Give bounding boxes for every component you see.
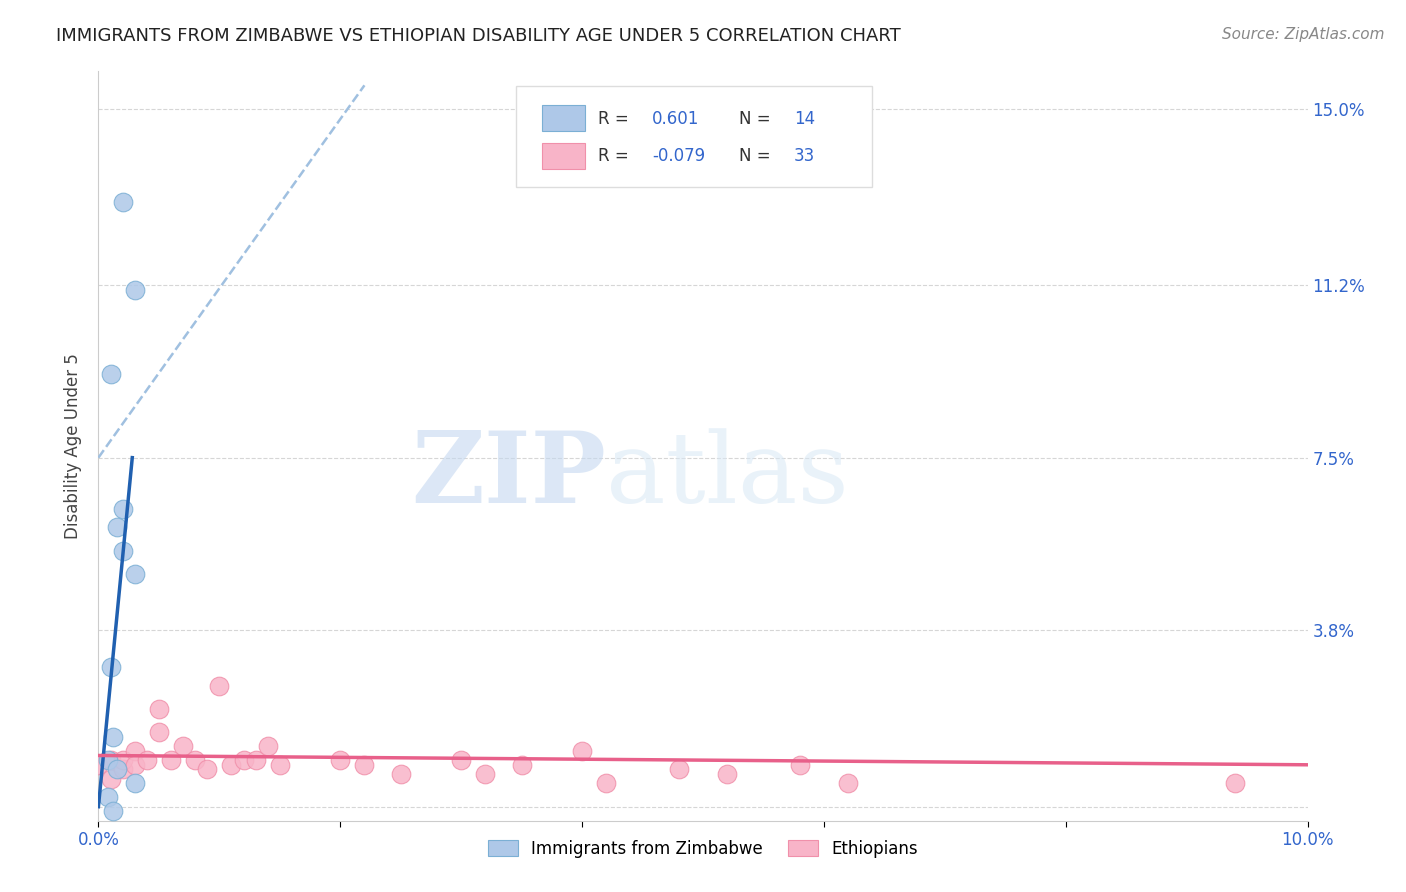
Point bbox=[124, 776, 146, 790]
Point bbox=[269, 757, 291, 772]
Point bbox=[172, 739, 194, 754]
Point bbox=[256, 739, 278, 754]
Point bbox=[510, 757, 533, 772]
Point bbox=[716, 767, 738, 781]
Point bbox=[837, 776, 859, 790]
Point bbox=[111, 194, 134, 209]
Point bbox=[111, 543, 134, 558]
Point bbox=[195, 763, 218, 777]
Point bbox=[101, 805, 124, 819]
Text: N =: N = bbox=[740, 110, 776, 128]
Point bbox=[329, 753, 352, 767]
FancyBboxPatch shape bbox=[516, 87, 872, 187]
Text: 0.601: 0.601 bbox=[652, 110, 700, 128]
Point bbox=[148, 702, 170, 716]
Point bbox=[101, 730, 124, 744]
Point bbox=[87, 757, 110, 772]
Point bbox=[105, 520, 128, 534]
Text: atlas: atlas bbox=[606, 428, 849, 524]
Text: R =: R = bbox=[598, 110, 634, 128]
Point bbox=[571, 744, 593, 758]
Point bbox=[450, 753, 472, 767]
Point bbox=[148, 725, 170, 739]
Point bbox=[208, 679, 231, 693]
Point bbox=[135, 753, 157, 767]
Point bbox=[595, 776, 617, 790]
Point bbox=[474, 767, 496, 781]
Point bbox=[389, 767, 412, 781]
Y-axis label: Disability Age Under 5: Disability Age Under 5 bbox=[65, 353, 83, 539]
Point bbox=[124, 283, 146, 297]
Point bbox=[100, 772, 122, 786]
Point bbox=[97, 753, 120, 767]
Point bbox=[245, 753, 267, 767]
Text: 14: 14 bbox=[793, 110, 815, 128]
Point bbox=[124, 757, 146, 772]
Point bbox=[789, 757, 811, 772]
Point bbox=[124, 744, 146, 758]
Point bbox=[105, 763, 128, 777]
Point bbox=[232, 753, 254, 767]
Point bbox=[221, 757, 243, 772]
Bar bbox=[543, 143, 585, 169]
Point bbox=[1223, 776, 1246, 790]
Bar bbox=[543, 105, 585, 131]
Point bbox=[160, 753, 183, 767]
Legend: Immigrants from Zimbabwe, Ethiopians: Immigrants from Zimbabwe, Ethiopians bbox=[481, 833, 925, 864]
Point bbox=[100, 753, 122, 767]
Point bbox=[353, 757, 375, 772]
Point bbox=[184, 753, 207, 767]
Text: N =: N = bbox=[740, 147, 776, 165]
Point bbox=[111, 501, 134, 516]
Text: Source: ZipAtlas.com: Source: ZipAtlas.com bbox=[1222, 27, 1385, 42]
Point bbox=[97, 790, 120, 805]
Text: ZIP: ZIP bbox=[412, 427, 606, 524]
Point bbox=[124, 566, 146, 581]
Point bbox=[100, 660, 122, 674]
Text: -0.079: -0.079 bbox=[652, 147, 706, 165]
Text: IMMIGRANTS FROM ZIMBABWE VS ETHIOPIAN DISABILITY AGE UNDER 5 CORRELATION CHART: IMMIGRANTS FROM ZIMBABWE VS ETHIOPIAN DI… bbox=[56, 27, 901, 45]
Point bbox=[100, 367, 122, 381]
Text: 33: 33 bbox=[793, 147, 815, 165]
Point bbox=[111, 753, 134, 767]
Text: R =: R = bbox=[598, 147, 634, 165]
Point bbox=[668, 763, 690, 777]
Point bbox=[111, 763, 134, 777]
